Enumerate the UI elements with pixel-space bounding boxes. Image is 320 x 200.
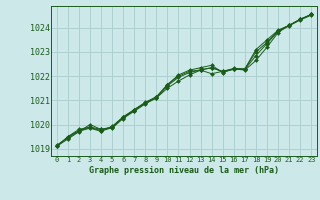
X-axis label: Graphe pression niveau de la mer (hPa): Graphe pression niveau de la mer (hPa) bbox=[89, 166, 279, 175]
